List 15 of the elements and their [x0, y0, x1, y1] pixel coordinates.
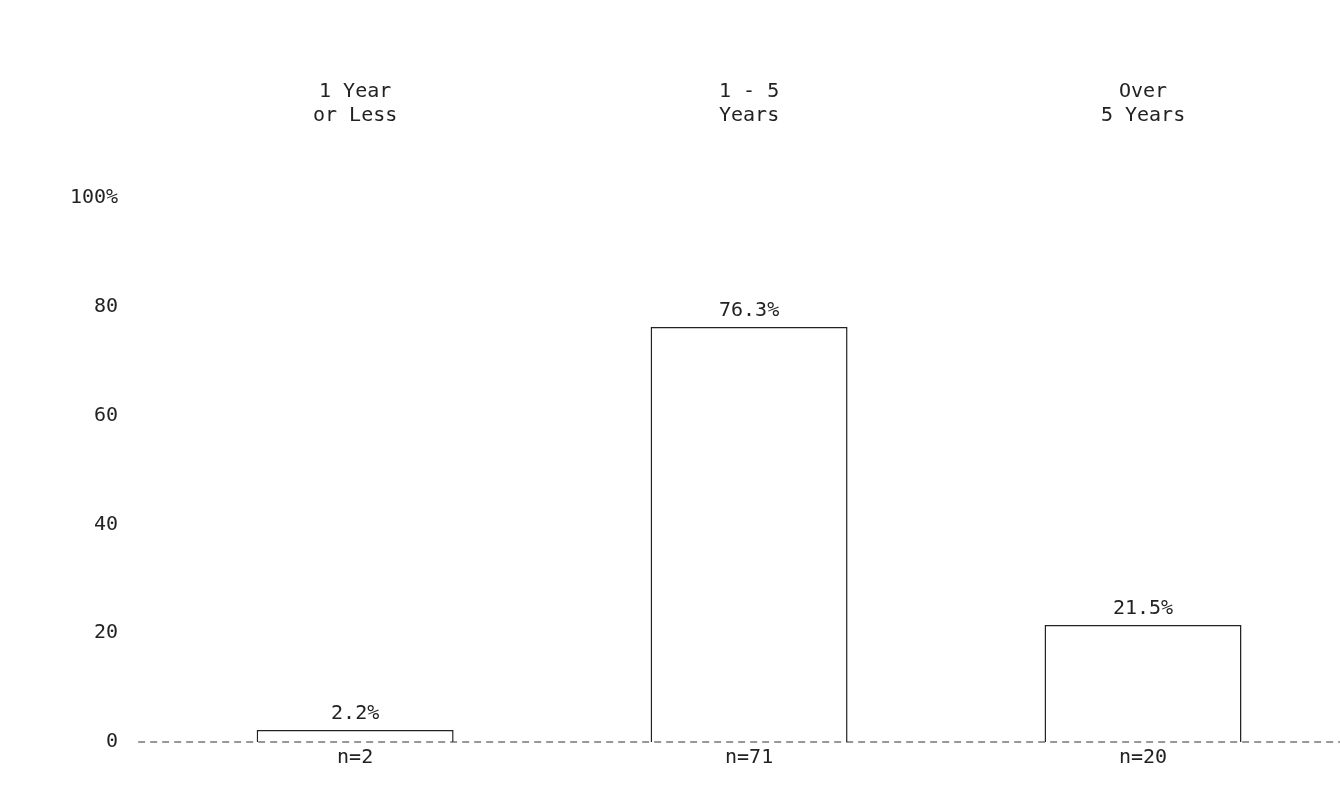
annotation: n=71: [725, 744, 774, 769]
x-tick-label: 1 Year or Less: [312, 78, 398, 127]
data-label: 2.2%: [331, 700, 380, 725]
y-tick-label: 80: [94, 293, 119, 317]
y-tick-label: 40: [94, 510, 119, 535]
x-tick-label: Over 5 Years: [1100, 78, 1186, 127]
y-tick-label: 100%: [69, 184, 119, 209]
data-label: 76.3%: [718, 297, 780, 322]
y-tick-label: 20: [94, 619, 119, 644]
data-label: 21.5%: [1112, 595, 1174, 620]
y-tick-label: 0: [106, 728, 119, 753]
annotation: n=2: [337, 744, 374, 769]
x-tick-label: 1 - 5 Years: [718, 78, 780, 127]
y-tick-label: 60: [94, 401, 119, 426]
annotation: n=20: [1118, 744, 1168, 769]
